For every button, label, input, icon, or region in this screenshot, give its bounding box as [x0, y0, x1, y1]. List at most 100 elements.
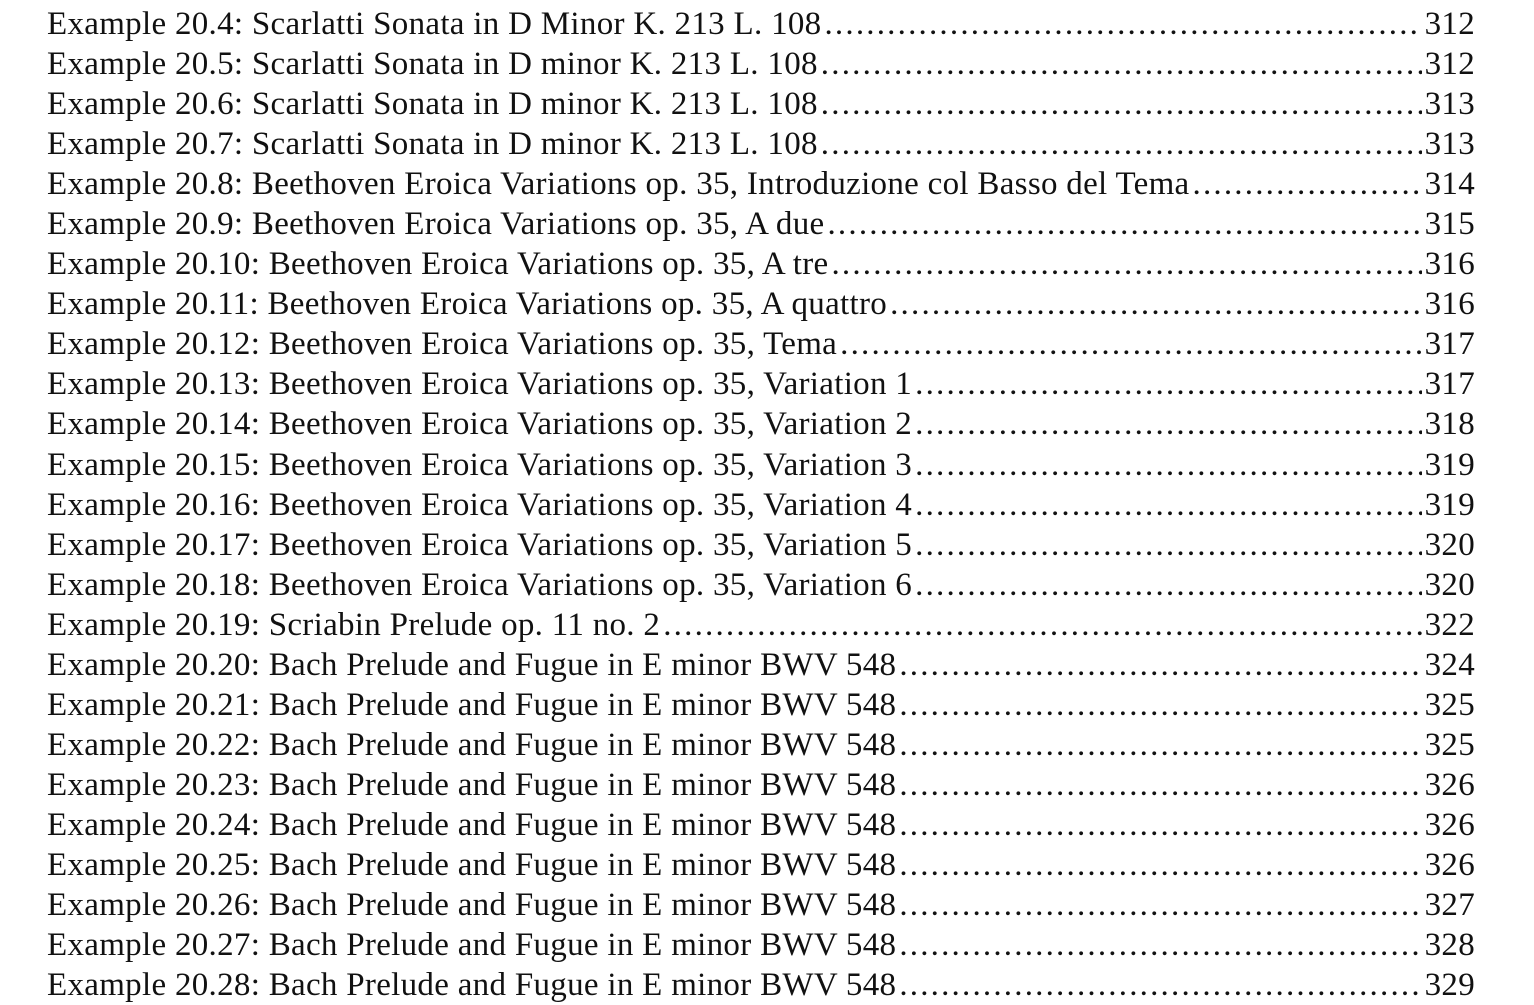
entry-page-number: 319	[1424, 446, 1475, 483]
entry-page-number: 313	[1424, 126, 1475, 163]
dot-leader	[915, 485, 1421, 525]
entry-page-number: 313	[1424, 86, 1475, 123]
toc-entry[interactable]: Example 20.14: Beethoven Eroica Variatio…	[47, 404, 1475, 444]
toc-entry[interactable]: Example 20.5: Scarlatti Sonata in D mino…	[47, 44, 1475, 84]
toc-entry[interactable]: Example 20.21: Bach Prelude and Fugue in…	[47, 685, 1475, 725]
toc-entry[interactable]: Example 20.15: Beethoven Eroica Variatio…	[47, 445, 1475, 485]
entry-page-number: 327	[1424, 887, 1475, 924]
entry-label: Example 20.12: Beethoven Eroica Variatio…	[47, 326, 838, 363]
toc-entry[interactable]: Example 20.11: Beethoven Eroica Variatio…	[47, 284, 1475, 324]
entry-label: Example 20.16: Beethoven Eroica Variatio…	[47, 486, 913, 523]
dot-leader	[840, 324, 1421, 364]
entry-label: Example 20.7: Scarlatti Sonata in D mino…	[47, 126, 818, 163]
dot-leader	[821, 124, 1422, 164]
entry-label: Example 20.10: Beethoven Eroica Variatio…	[47, 246, 829, 283]
entry-label: Example 20.8: Beethoven Eroica Variation…	[47, 166, 1190, 203]
dot-leader	[899, 765, 1421, 805]
toc-entry[interactable]: Example 20.25: Bach Prelude and Fugue in…	[47, 845, 1475, 885]
dot-leader	[663, 605, 1421, 645]
entry-label: Example 20.23: Bach Prelude and Fugue in…	[47, 766, 897, 803]
entry-page-number: 326	[1424, 766, 1475, 803]
entry-page-number: 312	[1424, 46, 1475, 83]
toc-entry[interactable]: Example 20.20: Bach Prelude and Fugue in…	[47, 645, 1475, 685]
toc-entry[interactable]: Example 20.27: Bach Prelude and Fugue in…	[47, 925, 1475, 965]
toc-entry[interactable]: Example 20.22: Bach Prelude and Fugue in…	[47, 725, 1475, 765]
toc-entry[interactable]: Example 20.12: Beethoven Eroica Variatio…	[47, 324, 1475, 364]
entry-page-number: 325	[1424, 726, 1475, 763]
entry-page-number: 316	[1424, 246, 1475, 283]
entry-label: Example 20.28: Bach Prelude and Fugue in…	[47, 967, 897, 1004]
entry-label: Example 20.18: Beethoven Eroica Variatio…	[47, 566, 913, 603]
entry-label: Example 20.9: Beethoven Eroica Variation…	[47, 206, 825, 243]
toc-entry[interactable]: Example 20.7: Scarlatti Sonata in D mino…	[47, 124, 1475, 164]
dot-leader	[899, 925, 1421, 965]
toc-entry[interactable]: Example 20.24: Bach Prelude and Fugue in…	[47, 805, 1475, 845]
entry-label: Example 20.21: Bach Prelude and Fugue in…	[47, 686, 897, 723]
entry-page-number: 324	[1424, 646, 1475, 683]
dot-leader	[915, 565, 1421, 605]
dot-leader	[915, 445, 1421, 485]
dot-leader	[831, 244, 1421, 284]
entry-label: Example 20.4: Scarlatti Sonata in D Mino…	[47, 6, 822, 42]
dot-leader	[899, 725, 1421, 765]
entry-page-number: 314	[1424, 166, 1475, 203]
dot-leader	[824, 4, 1421, 44]
entry-page-number: 320	[1424, 566, 1475, 603]
dot-leader	[915, 525, 1421, 565]
entry-page-number: 317	[1424, 366, 1475, 403]
dot-leader	[899, 965, 1421, 1005]
toc-entry[interactable]: Example 20.9: Beethoven Eroica Variation…	[47, 204, 1475, 244]
dot-leader	[899, 645, 1421, 685]
dot-leader	[899, 845, 1421, 885]
toc-entry[interactable]: Example 20.10: Beethoven Eroica Variatio…	[47, 244, 1475, 284]
entry-label: Example 20.17: Beethoven Eroica Variatio…	[47, 526, 913, 563]
toc-entry[interactable]: Example 20.8: Beethoven Eroica Variation…	[47, 164, 1475, 204]
entry-page-number: 320	[1424, 526, 1475, 563]
entry-page-number: 315	[1424, 206, 1475, 243]
entry-label: Example 20.11: Beethoven Eroica Variatio…	[47, 286, 888, 323]
entry-page-number: 318	[1424, 406, 1475, 443]
entry-page-number: 326	[1424, 846, 1475, 883]
toc-entry[interactable]: Example 20.16: Beethoven Eroica Variatio…	[47, 485, 1475, 525]
dot-leader	[915, 364, 1421, 404]
toc-entry[interactable]: Example 20.13: Beethoven Eroica Variatio…	[47, 364, 1475, 404]
entry-label: Example 20.19: Scriabin Prelude op. 11 n…	[47, 606, 661, 643]
entry-label: Example 20.24: Bach Prelude and Fugue in…	[47, 806, 897, 843]
entry-page-number: 329	[1424, 967, 1475, 1004]
entry-label: Example 20.20: Bach Prelude and Fugue in…	[47, 646, 897, 683]
dot-leader	[899, 685, 1421, 725]
entry-page-number: 325	[1424, 686, 1475, 723]
toc-entry[interactable]: Example 20.23: Bach Prelude and Fugue in…	[47, 765, 1475, 805]
entry-page-number: 326	[1424, 806, 1475, 843]
dot-leader	[899, 885, 1421, 925]
entry-label: Example 20.14: Beethoven Eroica Variatio…	[47, 406, 913, 443]
list-of-examples: Example 20.4: Scarlatti Sonata in D Mino…	[47, 4, 1475, 1005]
dot-leader	[827, 204, 1421, 244]
entry-page-number: 317	[1424, 326, 1475, 363]
entry-label: Example 20.5: Scarlatti Sonata in D mino…	[47, 46, 818, 83]
entry-label: Example 20.27: Bach Prelude and Fugue in…	[47, 927, 897, 964]
entry-page-number: 316	[1424, 286, 1475, 323]
toc-entry[interactable]: Example 20.19: Scriabin Prelude op. 11 n…	[47, 605, 1475, 645]
toc-entry[interactable]: Example 20.6: Scarlatti Sonata in D mino…	[47, 84, 1475, 124]
dot-leader	[899, 805, 1421, 845]
toc-entry[interactable]: Example 20.17: Beethoven Eroica Variatio…	[47, 525, 1475, 565]
entry-label: Example 20.13: Beethoven Eroica Variatio…	[47, 366, 913, 403]
toc-entry[interactable]: Example 20.28: Bach Prelude and Fugue in…	[47, 965, 1475, 1005]
entry-label: Example 20.26: Bach Prelude and Fugue in…	[47, 887, 897, 924]
toc-entry[interactable]: Example 20.18: Beethoven Eroica Variatio…	[47, 565, 1475, 605]
entry-page-number: 328	[1424, 927, 1475, 964]
dot-leader	[1193, 164, 1422, 204]
toc-entry[interactable]: Example 20.26: Bach Prelude and Fugue in…	[47, 885, 1475, 925]
dot-leader	[821, 44, 1422, 84]
dot-leader	[890, 284, 1422, 324]
entry-label: Example 20.25: Bach Prelude and Fugue in…	[47, 846, 897, 883]
entry-label: Example 20.6: Scarlatti Sonata in D mino…	[47, 86, 818, 123]
entry-page-number: 319	[1424, 486, 1475, 523]
dot-leader	[915, 404, 1421, 444]
entry-page-number: 312	[1424, 6, 1475, 42]
toc-entry[interactable]: Example 20.4: Scarlatti Sonata in D Mino…	[47, 4, 1475, 44]
entry-label: Example 20.15: Beethoven Eroica Variatio…	[47, 446, 913, 483]
entry-page-number: 322	[1424, 606, 1475, 643]
dot-leader	[821, 84, 1422, 124]
